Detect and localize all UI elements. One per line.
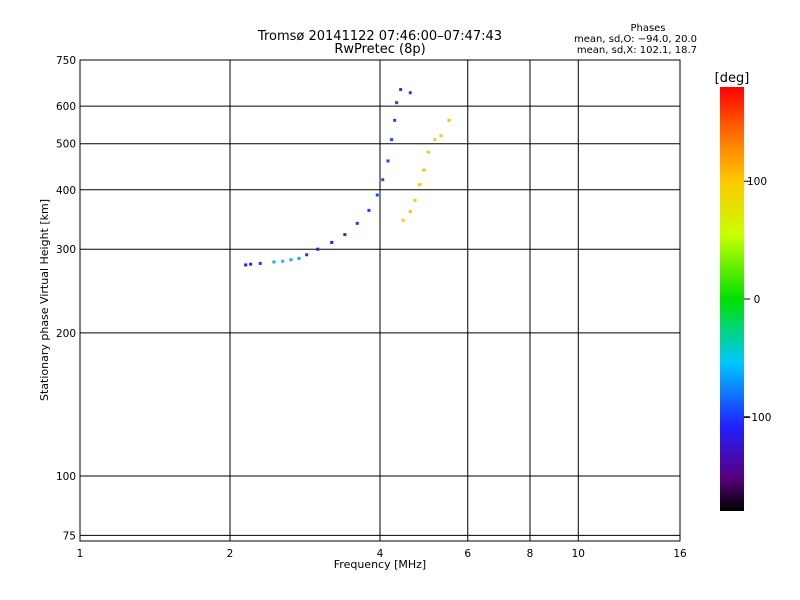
y-tick-label: 300 bbox=[56, 244, 76, 256]
phase-stats-o: mean, sd,O: −94.0, 20.0 bbox=[574, 34, 697, 45]
data-point bbox=[272, 260, 276, 264]
data-point bbox=[386, 159, 390, 163]
x-tick-label: 6 bbox=[464, 548, 471, 560]
x-axis-ticks: 1 2 4 6 8 10 16 bbox=[77, 548, 687, 560]
plot-frame bbox=[79, 59, 681, 542]
y-tick-label: 400 bbox=[56, 185, 76, 197]
phase-stats-x: mean, sd,X: 102.1, 18.7 bbox=[577, 45, 697, 56]
data-point bbox=[297, 256, 301, 260]
data-point bbox=[417, 183, 421, 187]
grid-lines bbox=[80, 60, 680, 541]
x-tick-label: 10 bbox=[572, 548, 585, 560]
x-tick-label: 2 bbox=[227, 548, 234, 560]
data-point bbox=[330, 240, 334, 244]
data-point bbox=[244, 263, 248, 267]
colorbar-tick-label: 0 bbox=[754, 294, 761, 306]
y-tick-label: 100 bbox=[56, 471, 76, 483]
colorbar-tick-label: −100 bbox=[743, 412, 772, 424]
chart-subtitle: RwPretec (8p) bbox=[334, 42, 425, 57]
data-point bbox=[426, 150, 430, 154]
data-point bbox=[408, 91, 412, 95]
x-axis-label: Frequency [MHz] bbox=[334, 558, 426, 571]
colorbar-ticks: 100 0 −100 bbox=[743, 176, 772, 424]
y-tick-label: 750 bbox=[56, 55, 76, 67]
data-point bbox=[249, 262, 253, 266]
y-tick-label: 200 bbox=[56, 328, 76, 340]
data-point bbox=[422, 168, 426, 172]
data-point bbox=[281, 259, 285, 263]
data-point bbox=[375, 193, 379, 197]
data-point bbox=[399, 88, 403, 92]
y-tick-label: 600 bbox=[56, 101, 76, 113]
y-axis-label: Stationary phase Virtual Height [km] bbox=[38, 199, 51, 401]
y-tick-label: 75 bbox=[63, 530, 76, 542]
y-tick-label: 500 bbox=[56, 139, 76, 151]
data-point bbox=[433, 138, 437, 142]
x-tick-label: 16 bbox=[673, 548, 687, 560]
data-point bbox=[289, 258, 293, 262]
data-point bbox=[390, 138, 394, 142]
data-point bbox=[258, 261, 262, 265]
data-point bbox=[393, 118, 397, 122]
data-point bbox=[305, 253, 309, 257]
data-point bbox=[343, 233, 347, 237]
data-point bbox=[413, 198, 417, 202]
data-point bbox=[439, 134, 443, 138]
data-point bbox=[447, 118, 451, 122]
data-point bbox=[316, 247, 320, 251]
data-point bbox=[381, 178, 385, 182]
chart-title: Tromsø 20141122 07:46:00–07:47:43 bbox=[257, 29, 502, 44]
x-tick-label: 8 bbox=[527, 548, 534, 560]
x-tick-label: 4 bbox=[377, 548, 384, 560]
data-point bbox=[401, 218, 405, 222]
colorbar bbox=[720, 87, 744, 511]
colorbar-tick-label: 100 bbox=[747, 176, 767, 188]
data-points bbox=[244, 88, 451, 267]
phase-stats-heading: Phases bbox=[630, 23, 665, 34]
y-axis-ticks: 75 100 200 300 400 500 600 750 bbox=[56, 55, 76, 542]
x-tick-label: 1 bbox=[77, 548, 84, 560]
colorbar-label: [deg] bbox=[715, 71, 750, 86]
data-point bbox=[355, 221, 359, 225]
data-point bbox=[395, 101, 399, 105]
data-point bbox=[367, 208, 371, 212]
data-point bbox=[408, 210, 412, 214]
